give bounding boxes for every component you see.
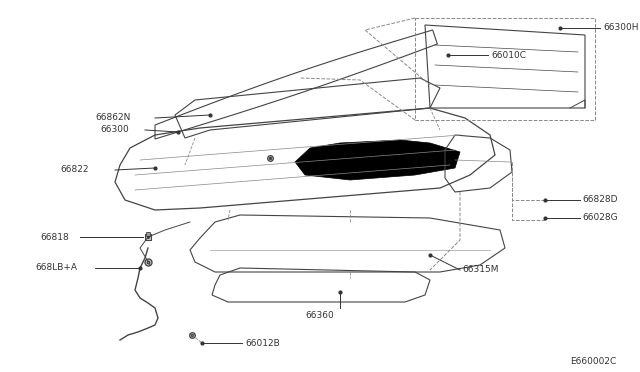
Text: 66360: 66360 xyxy=(305,311,333,320)
Text: 66300: 66300 xyxy=(100,125,129,135)
Text: 66012B: 66012B xyxy=(245,339,280,347)
Text: E660002C: E660002C xyxy=(570,357,616,366)
Text: 66010C: 66010C xyxy=(491,51,526,60)
Text: 66315M: 66315M xyxy=(462,266,499,275)
Text: 66028G: 66028G xyxy=(582,214,618,222)
Polygon shape xyxy=(295,140,460,180)
Text: 66818: 66818 xyxy=(40,232,68,241)
Text: 66862N: 66862N xyxy=(95,113,131,122)
Text: 668LB+A: 668LB+A xyxy=(35,263,77,273)
Text: 66300H: 66300H xyxy=(603,23,639,32)
Text: 66822: 66822 xyxy=(60,166,88,174)
Text: 66828D: 66828D xyxy=(582,196,618,205)
